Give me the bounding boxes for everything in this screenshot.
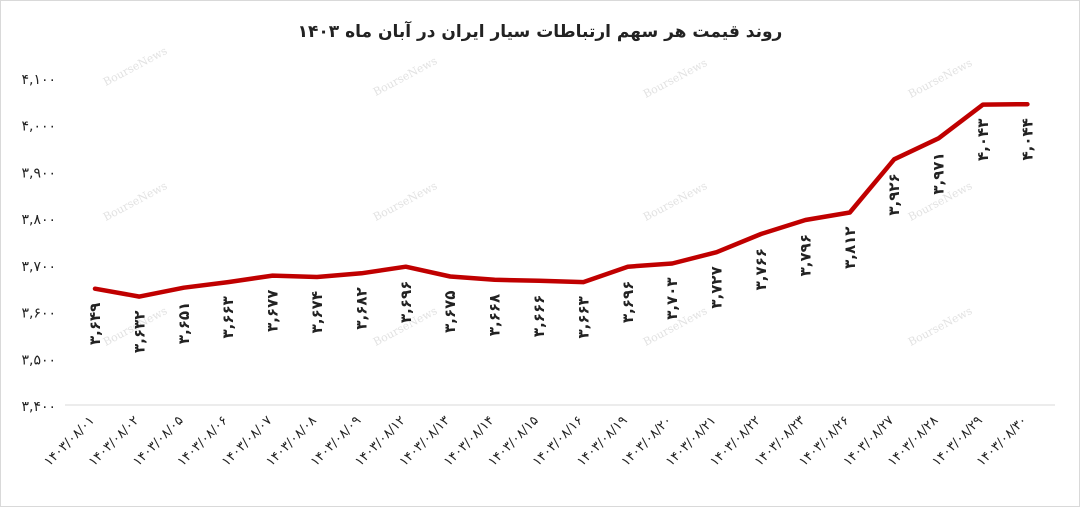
y-tick-label: ۳,۶۰۰ — [21, 306, 56, 322]
series-line — [92, 101, 1030, 299]
data-labels: ۳,۶۴۹ ۳,۶۳۲ ۳,۶۵۱ ۳,۶۶۳ ۳,۶۷۷ ۳,۶۷۴ ۳,۶۸۲ ۳,۶۹۶… — [86, 118, 1036, 353]
y-tick-label: ۴,۰۰۰ — [21, 119, 56, 135]
data-label: ۴,۰۴۳ — [974, 119, 992, 161]
data-label: ۳,۶۸۲ — [352, 287, 370, 329]
data-label: ۳,۷۰۳ — [663, 277, 681, 319]
data-label: ۳,۷۲۷ — [708, 266, 726, 308]
series-line-group — [92, 101, 1030, 299]
y-tick-label: ۴,۱۰۰ — [21, 72, 56, 88]
data-label: ۳,۷۶۶ — [752, 248, 770, 290]
data-label: ۳,۶۶۳ — [574, 296, 592, 338]
y-axis: ۳,۴۰۰ ۳,۵۰۰ ۳,۶۰۰ ۳,۷۰۰ ۳,۸۰۰ ۳,۹۰۰ ۴,۰۰۰ ۴,۱۰۰ — [21, 72, 56, 415]
y-tick-label: ۳,۷۰۰ — [21, 259, 56, 275]
data-label: ۳,۶۴۹ — [86, 303, 104, 345]
y-tick-label: ۳,۹۰۰ — [21, 165, 56, 181]
y-tick-label: ۳,۸۰۰ — [21, 212, 56, 228]
data-label: ۳,۶۷۵ — [441, 291, 459, 333]
data-label: ۳,۶۷۷ — [264, 290, 282, 332]
data-label: ۳,۹۷۱ — [930, 152, 948, 194]
data-label: ۳,۶۶۶ — [530, 295, 548, 337]
data-label: ۳,۹۲۶ — [885, 173, 903, 215]
data-label: ۳,۶۵۱ — [175, 302, 193, 344]
data-label: ۳,۶۶۳ — [219, 296, 237, 338]
data-label: ۳,۶۶۸ — [486, 294, 504, 336]
chart-title: روند قیمت هر سهم ارتباطات سیار ایران در … — [297, 22, 783, 42]
data-label: ۳,۶۳۲ — [130, 311, 148, 353]
data-label: ۳,۸۱۲ — [841, 227, 859, 269]
data-label: ۳,۷۹۶ — [796, 234, 814, 276]
y-tick-label: ۳,۵۰۰ — [21, 352, 56, 368]
data-label: ۳,۶۹۶ — [619, 281, 637, 323]
data-label: ۳,۶۷۴ — [308, 291, 326, 333]
x-axis: ۱۴۰۳/۰۸/۰۱۱۴۰۳/۰۸/۰۲۱۴۰۳/۰۸/۰۵۱۴۰۳/۰۸/۰۶… — [42, 404, 1055, 470]
y-tick-label: ۳,۴۰۰ — [21, 399, 56, 415]
data-label: ۴,۰۴۴ — [1018, 118, 1036, 160]
data-label: ۳,۶۹۶ — [397, 281, 415, 323]
